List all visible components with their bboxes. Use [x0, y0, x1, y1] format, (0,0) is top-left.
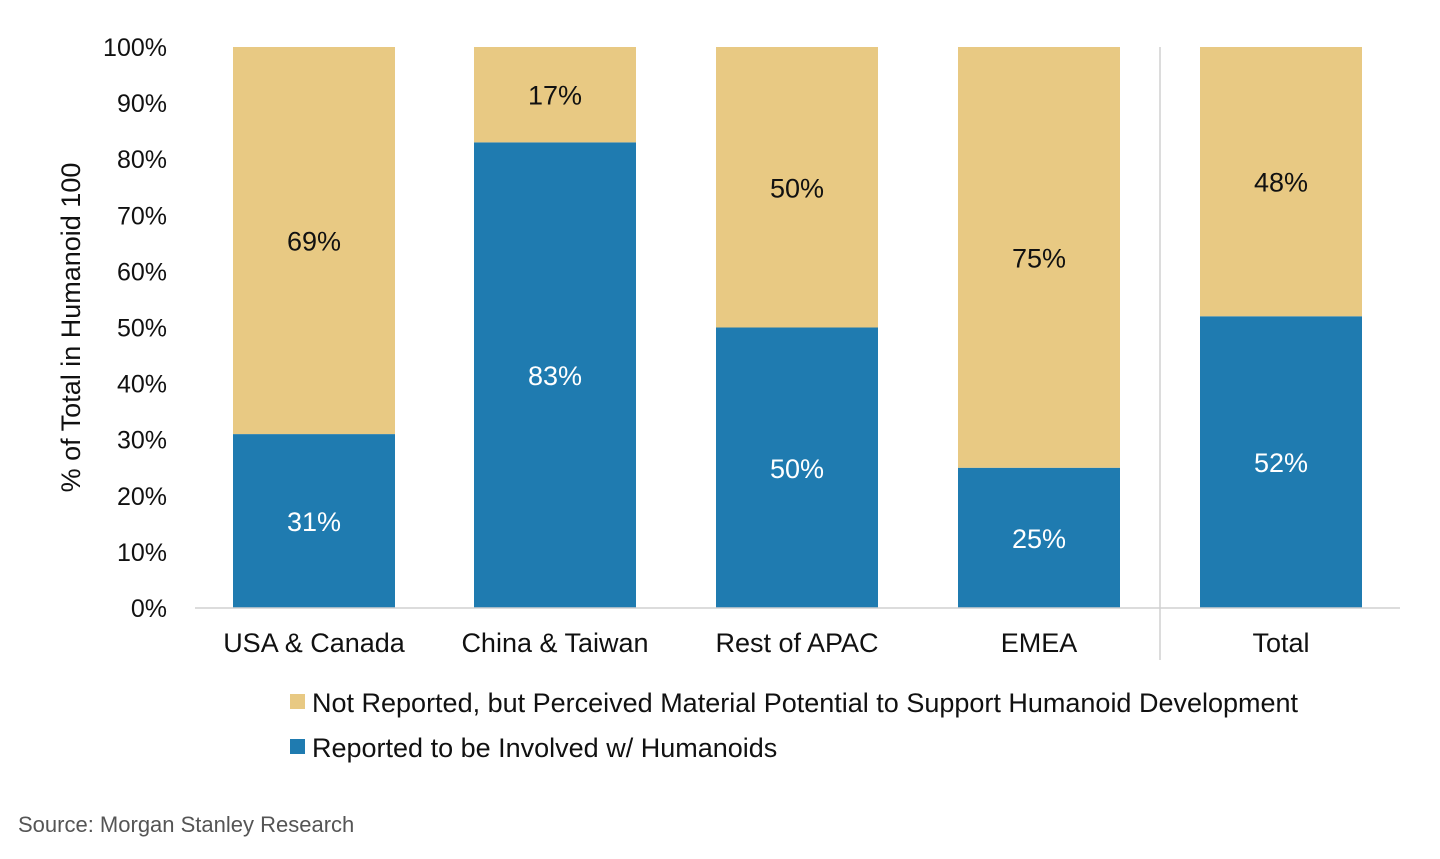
data-label: 31% [287, 507, 341, 537]
data-label: 25% [1012, 524, 1066, 554]
legend-label: Reported to be Involved w/ Humanoids [312, 733, 777, 763]
data-label: 75% [1012, 243, 1066, 273]
category-label: USA & Canada [223, 628, 406, 658]
category-label: EMEA [1001, 628, 1078, 658]
y-tick-labels: 0% 10% 20% 30% 40% 50% 60% 70% 80% 90% 100% [103, 34, 167, 623]
y-tick-label: 30% [117, 427, 167, 455]
legend: Not Reported, but Perceived Material Pot… [290, 688, 1299, 763]
bar-segment [716, 47, 878, 328]
bar-segment [474, 47, 636, 143]
category-label: China & Taiwan [461, 628, 648, 658]
data-label: 69% [287, 227, 341, 257]
data-label: 48% [1254, 168, 1308, 198]
data-label: 50% [770, 173, 824, 203]
y-tick-label: 40% [117, 371, 167, 399]
bar-segment [716, 327, 878, 608]
category-label: Total [1252, 628, 1309, 658]
y-tick-label: 80% [117, 146, 167, 174]
bar-segment [233, 47, 395, 435]
legend-label: Not Reported, but Perceived Material Pot… [312, 688, 1299, 718]
bar-segment [474, 142, 636, 608]
category-label: Rest of APAC [715, 628, 878, 658]
data-label: 52% [1254, 448, 1308, 478]
bars-group: 31% 69% 83% 17% 50% 50% 25% 75% 52% 48% [233, 47, 1362, 608]
legend-swatch [290, 739, 305, 754]
category-labels: USA & Canada China & Taiwan Rest of APAC EM… [223, 628, 1309, 658]
source-note: Source: Morgan Stanley Research [18, 812, 354, 837]
data-label: 50% [770, 454, 824, 484]
y-axis-title-group: % of Total in Humanoid 100 [56, 163, 86, 493]
bar-segment [1200, 316, 1362, 608]
bar-segment [1200, 47, 1362, 317]
y-tick-label: 100% [103, 34, 167, 62]
y-tick-label: 50% [117, 315, 167, 343]
y-tick-label: 0% [131, 595, 167, 623]
axis-lines [195, 47, 1400, 660]
bar-segment [958, 47, 1120, 468]
legend-swatch [290, 694, 305, 709]
y-tick-label: 70% [117, 202, 167, 230]
data-label: 83% [528, 361, 582, 391]
y-tick-label: 10% [117, 539, 167, 567]
data-label: 17% [528, 81, 582, 111]
y-axis-title: % of Total in Humanoid 100 [56, 163, 86, 493]
y-tick-label: 20% [117, 483, 167, 511]
bar-segment [958, 467, 1120, 608]
bar-segment [233, 434, 395, 608]
y-tick-label: 60% [117, 258, 167, 286]
y-tick-label: 90% [117, 90, 167, 118]
